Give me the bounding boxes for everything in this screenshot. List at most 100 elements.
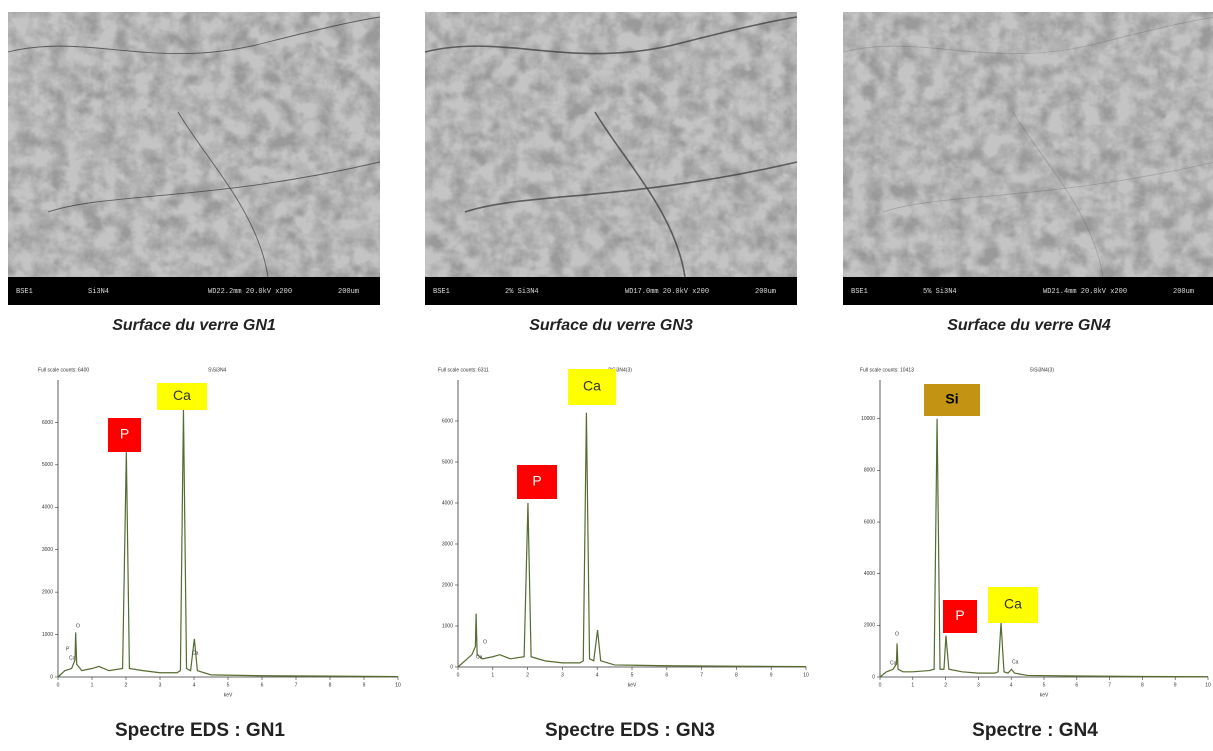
x-tick-label: 3 bbox=[561, 672, 564, 678]
y-tick-label: 3000 bbox=[442, 541, 453, 547]
x-tick-label: 6 bbox=[1075, 682, 1078, 688]
y-tick-label: 6000 bbox=[42, 420, 53, 426]
peak-annotation: Si bbox=[945, 391, 958, 407]
crack bbox=[882, 161, 1213, 213]
x-tick-label: 8 bbox=[1141, 682, 1144, 688]
y-tick-label: 1000 bbox=[42, 632, 53, 638]
y-tick-label: 8000 bbox=[864, 468, 875, 474]
chart-subtitle: 5\Si3N4(3) bbox=[1030, 367, 1054, 373]
x-tick-label: 3 bbox=[977, 682, 980, 688]
x-tick-label: 0 bbox=[457, 672, 460, 678]
crack bbox=[7, 16, 381, 55]
peak-label: Ca bbox=[1012, 659, 1019, 665]
peak-label: Ca bbox=[69, 655, 76, 661]
y-tick-label: 4000 bbox=[864, 571, 875, 577]
x-tick-label: 7 bbox=[295, 682, 298, 688]
image-caption: Surface du verre GN3 bbox=[529, 317, 693, 334]
peak-label: Ca bbox=[192, 650, 199, 656]
x-tick-label: 7 bbox=[1108, 682, 1111, 688]
crack bbox=[47, 161, 381, 213]
peak-box bbox=[157, 383, 207, 410]
x-tick-label: 1 bbox=[911, 682, 914, 688]
x-axis-label: keV bbox=[1040, 692, 1049, 698]
info-text: 200um bbox=[1173, 288, 1194, 296]
x-tick-label: 10 bbox=[1205, 682, 1211, 688]
y-tick-label: 1000 bbox=[442, 623, 453, 629]
peak-label: O bbox=[483, 639, 487, 645]
peak-box bbox=[988, 587, 1038, 623]
y-tick-label: 6000 bbox=[864, 519, 875, 525]
x-tick-label: 9 bbox=[770, 672, 773, 678]
y-tick-label: 5000 bbox=[42, 462, 53, 468]
info-bar bbox=[843, 277, 1213, 305]
x-tick-label: 2 bbox=[526, 672, 529, 678]
crack bbox=[424, 16, 798, 55]
y-tick-label: 3000 bbox=[42, 547, 53, 553]
info-text: BSE1 bbox=[433, 288, 450, 296]
spectrum-line bbox=[879, 418, 1209, 678]
x-tick-label: 4 bbox=[1010, 682, 1013, 688]
y-tick-label: 0 bbox=[872, 674, 875, 680]
info-text: 200um bbox=[338, 288, 359, 296]
chart-subtitle: S\Si3N4 bbox=[208, 367, 227, 373]
x-tick-label: 5 bbox=[1043, 682, 1046, 688]
x-tick-label: 0 bbox=[879, 682, 882, 688]
x-tick-label: 7 bbox=[700, 672, 703, 678]
y-tick-label: 0 bbox=[50, 674, 53, 680]
x-tick-label: 9 bbox=[1174, 682, 1177, 688]
y-tick-label: 2000 bbox=[442, 582, 453, 588]
info-bar bbox=[425, 277, 797, 305]
x-tick-label: 4 bbox=[596, 672, 599, 678]
chart-title: Full scale counts: 10413 bbox=[860, 367, 914, 373]
chart-title: Full scale counts: 6311 bbox=[438, 367, 489, 373]
x-axis-label: keV bbox=[224, 692, 233, 698]
y-tick-label: 2000 bbox=[42, 589, 53, 595]
peak-annotation: Ca bbox=[1004, 596, 1022, 612]
info-text: BSE1 bbox=[851, 288, 868, 296]
peak-label: Ca bbox=[476, 654, 483, 660]
peak-box bbox=[517, 465, 557, 499]
peak-label: O bbox=[76, 623, 80, 629]
y-tick-label: 6000 bbox=[442, 418, 453, 424]
x-tick-label: 5 bbox=[227, 682, 230, 688]
peak-annotation: P bbox=[532, 473, 541, 489]
info-bar bbox=[8, 277, 380, 305]
x-tick-label: 10 bbox=[395, 682, 401, 688]
x-tick-label: 4 bbox=[193, 682, 196, 688]
info-text: WD17.0mm 20.0kV x200 bbox=[625, 288, 709, 296]
x-tick-label: 2 bbox=[125, 682, 128, 688]
peak-annotation: P bbox=[120, 426, 129, 442]
peak-label: Ca bbox=[890, 660, 897, 666]
info-text: Si3N4 bbox=[88, 288, 109, 296]
peak-box bbox=[943, 600, 977, 633]
sem-texture bbox=[843, 12, 1213, 277]
x-tick-label: 2 bbox=[944, 682, 947, 688]
x-tick-label: 1 bbox=[491, 672, 494, 678]
info-text: WD22.2mm 20.0kV x200 bbox=[208, 288, 292, 296]
x-tick-label: 8 bbox=[735, 672, 738, 678]
x-tick-label: 5 bbox=[631, 672, 634, 678]
sem-texture bbox=[425, 12, 797, 277]
image-caption: Surface du verre GN4 bbox=[947, 317, 1111, 334]
peak-box bbox=[108, 418, 141, 452]
image-caption: Surface du verre GN1 bbox=[112, 317, 276, 334]
y-tick-label: 4000 bbox=[442, 500, 453, 506]
x-tick-label: 6 bbox=[665, 672, 668, 678]
peak-annotation: Ca bbox=[583, 378, 601, 394]
info-text: 200um bbox=[755, 288, 776, 296]
info-text: 5% Si3N4 bbox=[923, 288, 957, 296]
spectrum-line bbox=[57, 409, 399, 678]
info-text: 2% Si3N4 bbox=[505, 288, 539, 296]
y-tick-label: 2000 bbox=[864, 623, 875, 629]
spectrum-caption: Spectre EDS : GN3 bbox=[545, 720, 715, 741]
y-tick-label: 4000 bbox=[42, 505, 53, 511]
x-tick-label: 10 bbox=[803, 672, 809, 678]
crack bbox=[842, 16, 1213, 55]
peak-box bbox=[924, 384, 980, 416]
chart-subtitle: 2\Si3N4(3) bbox=[608, 367, 632, 373]
peak-annotation: Ca bbox=[173, 387, 191, 403]
chart-title: Full scale counts: 6400 bbox=[38, 367, 89, 373]
y-tick-label: 10000 bbox=[861, 416, 875, 422]
info-text: WD21.4mm 20.0kV x200 bbox=[1043, 288, 1127, 296]
